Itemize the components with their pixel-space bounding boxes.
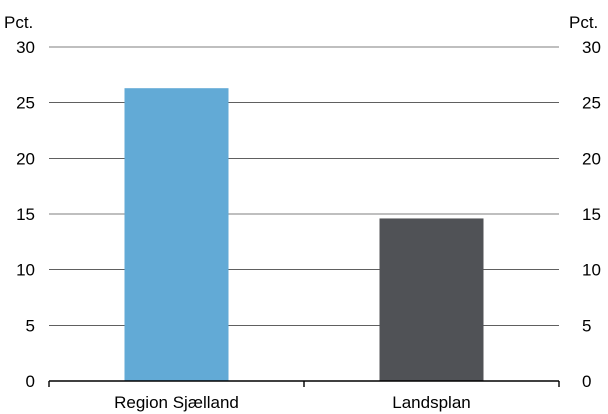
y-tick-label-left: 10: [16, 261, 35, 280]
y-axis-unit-left: Pct.: [4, 13, 33, 32]
y-axis-unit-right: Pct.: [569, 13, 598, 32]
x-category-label: Region Sjælland: [114, 393, 239, 412]
y-tick-label-right: 25: [582, 94, 601, 113]
y-tick-label-left: 0: [26, 372, 35, 391]
x-category-label: Landsplan: [392, 393, 470, 412]
y-tick-label-left: 5: [26, 316, 35, 335]
y-tick-label-right: 15: [582, 205, 601, 224]
category-labels: Region Sjælland Landsplan: [114, 393, 471, 412]
y-tick-labels: 0 0 5 5 10 10 15 15 20 20 25 25 30 30: [16, 38, 601, 391]
y-tick-label-right: 5: [582, 316, 591, 335]
y-tick-label-right: 30: [582, 38, 601, 57]
x-axis: [48, 380, 560, 387]
bars: [124, 88, 484, 382]
y-tick-label-left: 25: [16, 94, 35, 113]
y-tick-label-left: 15: [16, 205, 35, 224]
y-tick-label-left: 30: [16, 38, 35, 57]
y-tick-label-right: 20: [582, 149, 601, 168]
bar: [379, 218, 484, 381]
y-tick-label-right: 0: [582, 372, 591, 391]
bar: [124, 88, 229, 382]
y-tick-label-left: 20: [16, 149, 35, 168]
y-tick-label-right: 10: [582, 261, 601, 280]
